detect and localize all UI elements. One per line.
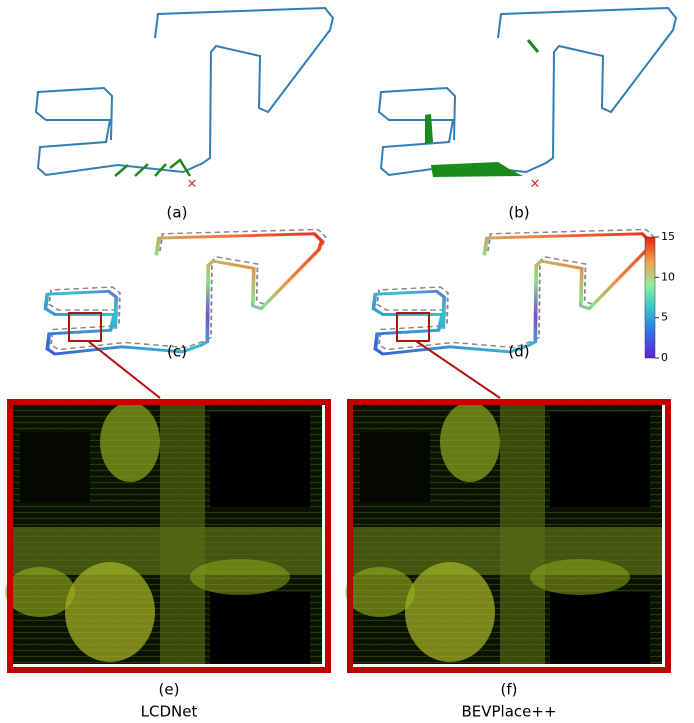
caption: (f) (501, 681, 518, 699)
point-cloud-e (5, 402, 322, 664)
caption: (d) (508, 343, 529, 361)
colorbar-tick-label: 5 (661, 311, 668, 324)
point-cloud-f (345, 402, 662, 664)
caption: (e) (159, 681, 180, 699)
caption: (b) (508, 204, 529, 222)
svg-text:×: × (187, 177, 198, 192)
trajectory-c (43, 228, 327, 356)
colorbar-tick-label: 10 (661, 270, 675, 283)
trajectory-b: × (378, 7, 677, 192)
caption: (a) (167, 204, 188, 222)
method-name: BEVPlace++ (461, 703, 556, 721)
caption: (c) (167, 343, 187, 361)
trajectory-d (371, 228, 655, 356)
method-name: LCDNet (141, 703, 198, 721)
svg-text:×: × (530, 177, 541, 192)
colorbar (644, 236, 656, 359)
colorbar-tick-label: 0 (661, 351, 668, 364)
colorbar-ticks: 0 5 10 15 (655, 230, 675, 364)
trajectory-a: × (35, 7, 334, 192)
colorbar-tick-label: 15 (661, 230, 675, 243)
